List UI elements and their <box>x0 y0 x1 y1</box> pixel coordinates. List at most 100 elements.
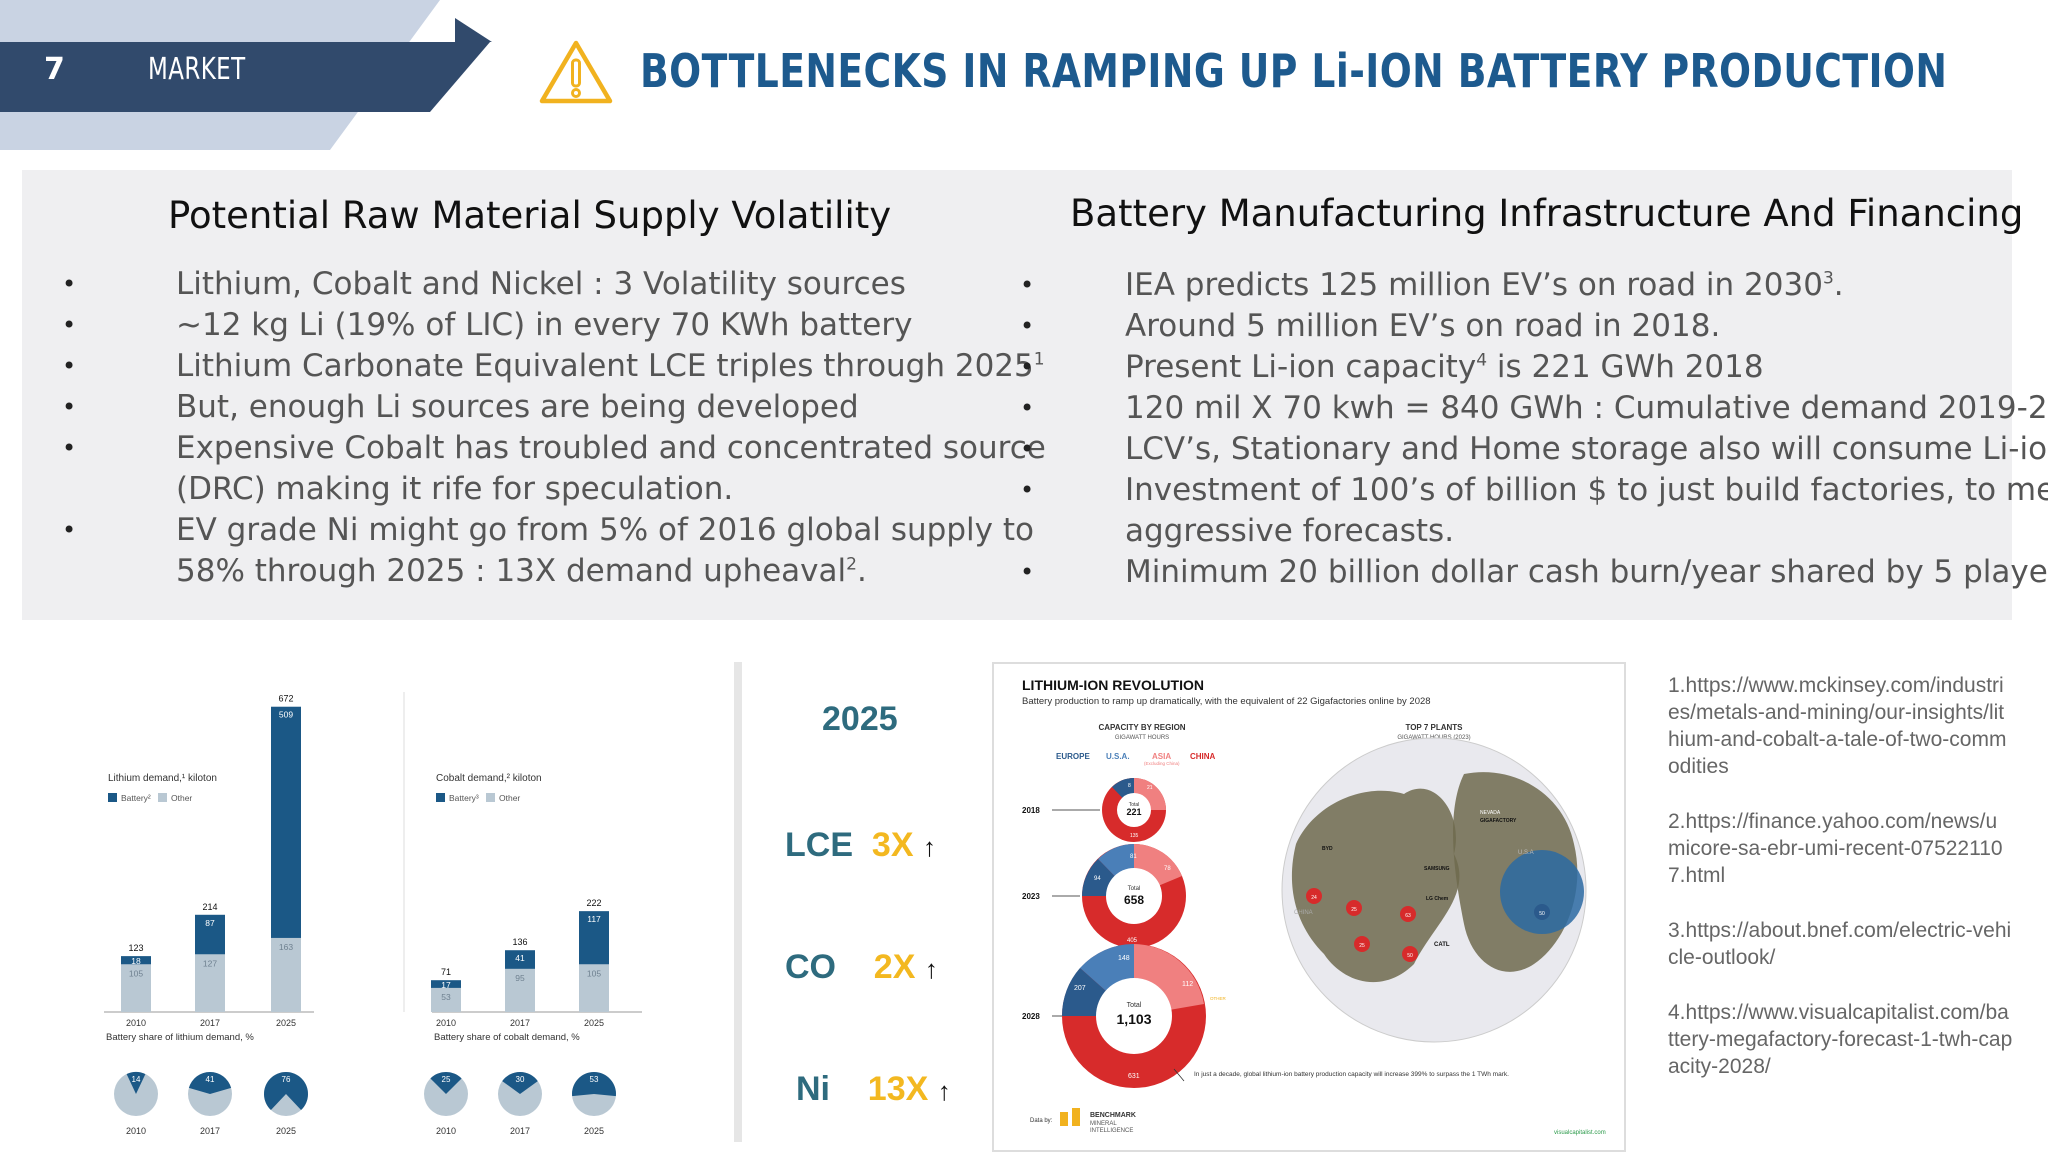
reference-2[interactable]: 2.https://finance.yahoo.com/news/umicore… <box>1668 810 2003 887</box>
share-pie-label: 41 <box>206 1075 215 1084</box>
bar-battery <box>195 914 225 955</box>
svg-text:GIGAFACTORY: GIGAFACTORY <box>1480 818 1517 824</box>
share-year-label: 2010 <box>436 1126 456 1136</box>
bar-battery-label: 18 <box>131 956 141 966</box>
share-pie-slice <box>126 1072 146 1094</box>
slide-number: 7 <box>44 52 65 87</box>
legend-battery: Battery³ <box>449 793 479 803</box>
reference-4[interactable]: 4.https://www.visualcapitalist.com/batte… <box>1668 1001 2013 1078</box>
infographic-svg: LITHIUM-ION REVOLUTION Battery productio… <box>1022 677 1606 1136</box>
bullet-dot-icon: • <box>1020 353 1035 381</box>
share-pie-slice <box>430 1072 462 1094</box>
bar-other-label: 105 <box>129 968 143 978</box>
stat-lce-name: LCE <box>785 826 853 864</box>
bullet-dot-icon: • <box>1020 312 1035 340</box>
svg-text:148: 148 <box>1118 955 1130 962</box>
region-europe: EUROPE <box>1056 752 1090 761</box>
arrow-up-icon: ↑ <box>937 1076 951 1106</box>
infographic-note: In just a decade, global lithium-ion bat… <box>1194 1071 1509 1078</box>
stat-ni-mult: 13X <box>867 1070 929 1108</box>
legend-battery-swatch <box>108 793 117 802</box>
bar-battery <box>505 950 535 969</box>
svg-text:207: 207 <box>1074 985 1086 992</box>
svg-text:658: 658 <box>1124 893 1144 907</box>
stats-year: 2025 <box>822 700 898 738</box>
svg-text:112: 112 <box>1182 981 1193 988</box>
svg-text:CHINA: CHINA <box>1294 910 1313 916</box>
bar-total-label: 136 <box>512 937 527 947</box>
svg-text:63: 63 <box>1405 913 1411 919</box>
legend-other: Other <box>171 793 192 803</box>
x-tick-label: 2010 <box>436 1018 456 1028</box>
donut-2018: 2018 Total 221 8 21 135 <box>1022 778 1166 842</box>
infographic-subtitle: Battery production to ramp up dramatical… <box>1022 696 1431 707</box>
share-pie-slice <box>188 1072 232 1094</box>
bar-other <box>195 954 225 1012</box>
left-bullet: • Lithium, Cobalt and Nickel : 3 Volatili… <box>62 264 1046 305</box>
chart-title: Lithium demand,¹ kiloton <box>108 773 217 784</box>
svg-text:221: 221 <box>1126 807 1141 817</box>
left-bullet: • But, enough Li sources are being develo… <box>62 387 1046 428</box>
left-column-heading: Potential Raw Material Supply Volatility <box>168 194 892 237</box>
bar-battery-label: 17 <box>441 980 451 990</box>
left-bullet: (DRC) making it rife for speculation. <box>176 471 734 507</box>
region-asia: ASIA <box>1152 752 1171 761</box>
stat-lce-mult: 3X <box>871 826 914 864</box>
globe-map: 24 25 63 50 25 50 NEVADA GIGAFACTORY SAM… <box>1281 737 1587 1043</box>
svg-text:24: 24 <box>1311 895 1317 901</box>
share-title: Battery share of lithium demand, % <box>106 1032 254 1043</box>
source-brand: BENCHMARK <box>1090 1112 1136 1119</box>
right-bullet: • Around 5 million EV’s on road in 2018. <box>1020 306 2048 347</box>
share-year-label: 2025 <box>276 1126 296 1136</box>
svg-text:Total: Total <box>1127 1002 1142 1009</box>
share-pie-label: 30 <box>516 1075 525 1084</box>
infographic-title: LITHIUM-ION REVOLUTION <box>1022 677 1204 693</box>
bullet-dot-icon: • <box>1020 558 1035 586</box>
share-title: Battery share of cobalt demand, % <box>434 1032 580 1043</box>
reference-1[interactable]: 1.https://www.mckinsey.com/industries/me… <box>1668 674 2007 778</box>
x-tick-label: 2017 <box>200 1018 220 1028</box>
demand-charts: Lithium demand,¹ kiloton Battery² Other 105… <box>92 662 742 1142</box>
svg-text:CATL: CATL <box>1434 942 1450 948</box>
share-pie-label: 14 <box>132 1075 141 1084</box>
arrow-up-icon: ↑ <box>922 832 936 862</box>
bar-other <box>431 987 461 1012</box>
bullet-dot-icon: • <box>62 434 77 462</box>
section-label: MARKET <box>148 52 246 87</box>
svg-text:50: 50 <box>1407 953 1413 959</box>
svg-text:LG Chem: LG Chem <box>1426 896 1449 902</box>
svg-text:INTELLIGENCE: INTELLIGENCE <box>1090 1128 1133 1134</box>
right-bullet: • Investment of 100’s of billion $ to jus… <box>1020 470 2048 511</box>
svg-text:81: 81 <box>1130 854 1137 860</box>
share-year-label: 2017 <box>200 1126 220 1136</box>
x-tick-label: 2025 <box>276 1018 296 1028</box>
left-bullet: • ~12 kg Li (19% of LIC) in every 70 KWh … <box>62 305 1046 346</box>
legend-other: Other <box>499 793 520 803</box>
legend-other-swatch <box>486 793 495 802</box>
lithium-ion-infographic: LITHIUM-ION REVOLUTION Battery productio… <box>992 662 1626 1152</box>
right-column-heading: Battery Manufacturing Infrastructure And… <box>1070 192 2024 235</box>
benchmark-logo-icon <box>1060 1112 1068 1126</box>
bar-total-label: 214 <box>202 902 217 912</box>
bar-battery <box>271 706 301 938</box>
right-bullet: aggressive forecasts. <box>1125 513 1455 549</box>
plants-heading: TOP 7 PLANTS <box>1405 723 1463 732</box>
x-tick-label: 2025 <box>584 1018 604 1028</box>
svg-text:25: 25 <box>1359 943 1365 949</box>
bar-other <box>505 968 535 1012</box>
x-tick-label: 2017 <box>510 1018 530 1028</box>
bar-other-label: 127 <box>203 958 217 968</box>
svg-text:Total: Total <box>1128 886 1141 892</box>
right-bullet-list: • IEA predicts 125 million EV’s on road i… <box>1020 265 2048 593</box>
svg-text:21: 21 <box>1147 785 1153 791</box>
reference-3[interactable]: 3.https://about.bnef.com/electric-vehicl… <box>1668 919 2012 969</box>
svg-text:MINERAL: MINERAL <box>1090 1121 1117 1127</box>
svg-text:631: 631 <box>1128 1073 1140 1080</box>
bar-other-label: 53 <box>441 992 451 1002</box>
svg-text:1,103: 1,103 <box>1116 1011 1151 1027</box>
stat-ni-name: Ni <box>796 1070 830 1108</box>
svg-text:U.S.A: U.S.A <box>1518 850 1534 856</box>
data-by: Data by: <box>1030 1118 1053 1124</box>
site-label: visualcapitalist.com <box>1554 1130 1606 1136</box>
legend-battery: Battery² <box>121 793 151 803</box>
